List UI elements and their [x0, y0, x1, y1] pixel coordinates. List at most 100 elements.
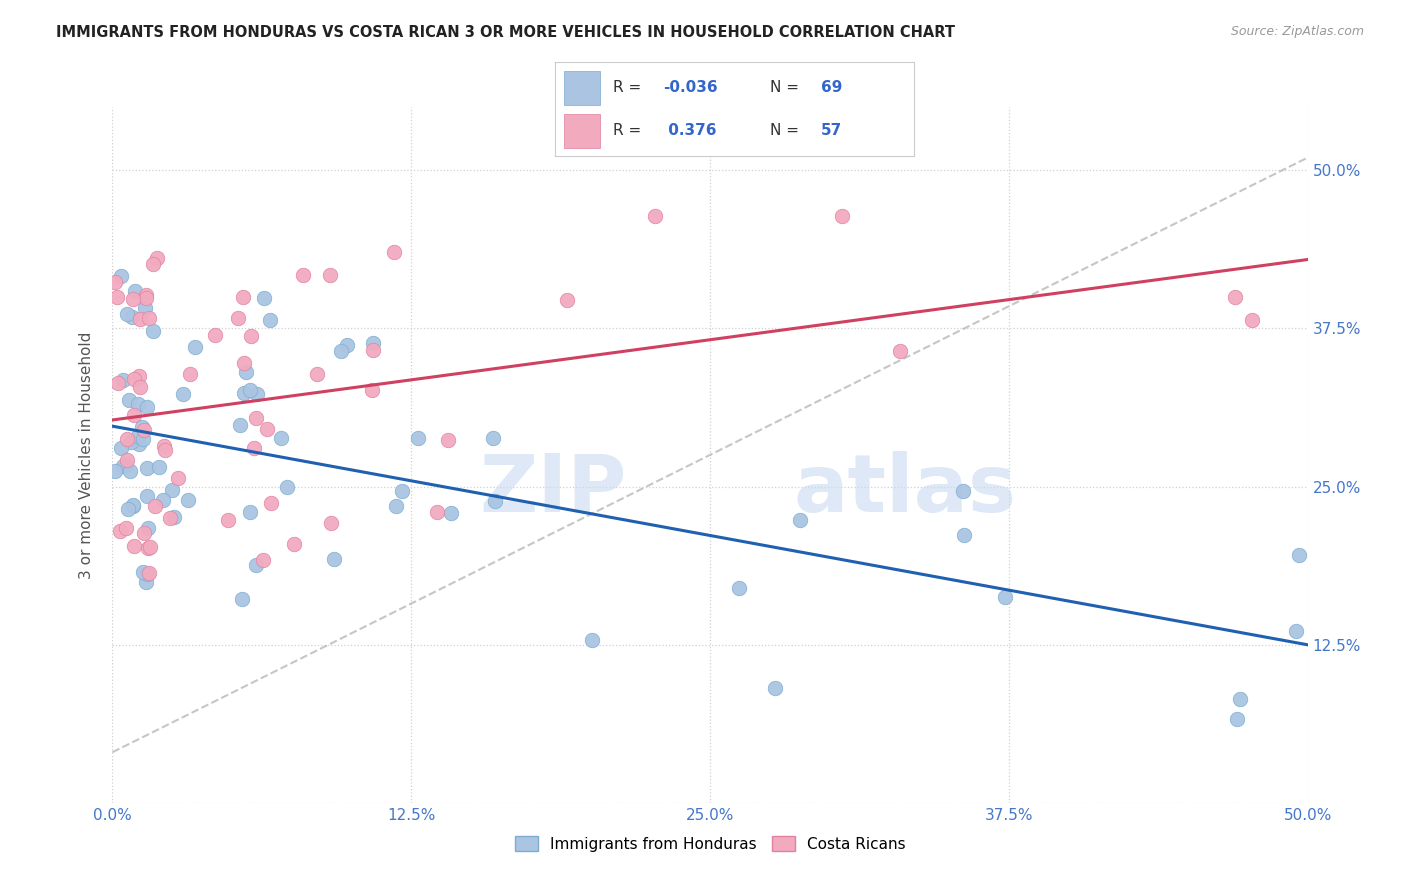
- Point: [136, 489, 159, 503]
- Point: [256, 422, 278, 436]
- Point: [172, 387, 194, 401]
- Legend: Immigrants from Honduras, Costa Ricans: Immigrants from Honduras, Costa Ricans: [509, 830, 911, 858]
- Point: [139, 540, 162, 554]
- Point: [307, 368, 329, 382]
- Point: [136, 520, 159, 534]
- Point: [235, 365, 257, 379]
- Point: [148, 460, 170, 475]
- Point: [229, 418, 252, 433]
- Point: [889, 343, 911, 358]
- Point: [252, 553, 274, 567]
- Point: [153, 439, 176, 453]
- Point: [128, 311, 150, 326]
- Point: [319, 516, 342, 530]
- Point: [131, 420, 153, 434]
- Point: [134, 526, 156, 541]
- Point: [128, 380, 150, 394]
- Point: [138, 311, 160, 326]
- Point: [121, 310, 143, 325]
- Point: [555, 293, 578, 307]
- Text: ZIP: ZIP: [479, 450, 627, 529]
- Point: [115, 458, 138, 472]
- Point: [292, 268, 315, 282]
- Point: [323, 552, 346, 566]
- Point: [259, 496, 281, 510]
- Point: [1288, 548, 1310, 562]
- Point: [120, 434, 142, 449]
- Point: [270, 431, 292, 445]
- Point: [1223, 290, 1246, 304]
- Point: [136, 400, 159, 414]
- Point: [953, 528, 976, 542]
- Point: [112, 458, 135, 473]
- Point: [231, 592, 253, 607]
- Point: [122, 498, 145, 512]
- Point: [124, 372, 146, 386]
- Point: [166, 470, 188, 484]
- Point: [336, 338, 359, 352]
- Point: [330, 343, 353, 358]
- Point: [134, 301, 156, 315]
- Point: [391, 484, 413, 499]
- Point: [217, 513, 239, 527]
- Point: [136, 566, 159, 581]
- Point: [482, 431, 505, 445]
- Point: [107, 376, 129, 390]
- Point: [385, 499, 408, 513]
- Point: [143, 500, 166, 514]
- Text: 69: 69: [821, 80, 842, 95]
- Point: [110, 441, 132, 455]
- Point: [135, 287, 157, 301]
- Point: [153, 443, 176, 458]
- Point: [361, 335, 384, 350]
- Point: [728, 581, 751, 595]
- Point: [243, 442, 266, 456]
- Point: [122, 292, 145, 306]
- Point: [118, 392, 141, 407]
- Point: [127, 428, 149, 442]
- Point: [994, 590, 1017, 604]
- Point: [122, 539, 145, 553]
- Point: [115, 521, 138, 535]
- Point: [789, 514, 811, 528]
- Point: [110, 269, 132, 284]
- Point: [644, 209, 666, 223]
- Point: [122, 409, 145, 423]
- Point: [1240, 313, 1263, 327]
- Point: [136, 541, 159, 555]
- Point: [124, 284, 146, 298]
- Point: [131, 432, 153, 446]
- Point: [104, 464, 127, 478]
- Text: 57: 57: [821, 123, 842, 138]
- FancyBboxPatch shape: [564, 70, 600, 104]
- Point: [361, 383, 384, 397]
- Point: [142, 324, 165, 338]
- Text: -0.036: -0.036: [664, 80, 717, 95]
- Point: [831, 209, 853, 223]
- Point: [118, 464, 141, 478]
- Text: IMMIGRANTS FROM HONDURAS VS COSTA RICAN 3 OR MORE VEHICLES IN HOUSEHOLD CORRELAT: IMMIGRANTS FROM HONDURAS VS COSTA RICAN …: [56, 25, 955, 40]
- Point: [115, 453, 138, 467]
- Point: [115, 307, 138, 321]
- Point: [232, 290, 254, 304]
- Point: [135, 460, 157, 475]
- Point: [426, 506, 449, 520]
- Point: [581, 632, 603, 647]
- Point: [104, 275, 127, 289]
- Point: [276, 480, 298, 494]
- Point: [233, 386, 256, 401]
- Point: [259, 313, 281, 327]
- Text: 0.376: 0.376: [664, 123, 717, 138]
- Point: [245, 558, 267, 572]
- Point: [184, 340, 207, 354]
- Point: [283, 537, 305, 551]
- Text: atlas: atlas: [793, 450, 1017, 529]
- Point: [1285, 624, 1308, 639]
- FancyBboxPatch shape: [564, 114, 600, 148]
- Point: [226, 311, 249, 326]
- Point: [1226, 713, 1249, 727]
- Point: [128, 437, 150, 451]
- Text: Source: ZipAtlas.com: Source: ZipAtlas.com: [1230, 25, 1364, 38]
- Point: [110, 524, 132, 538]
- Point: [204, 327, 226, 342]
